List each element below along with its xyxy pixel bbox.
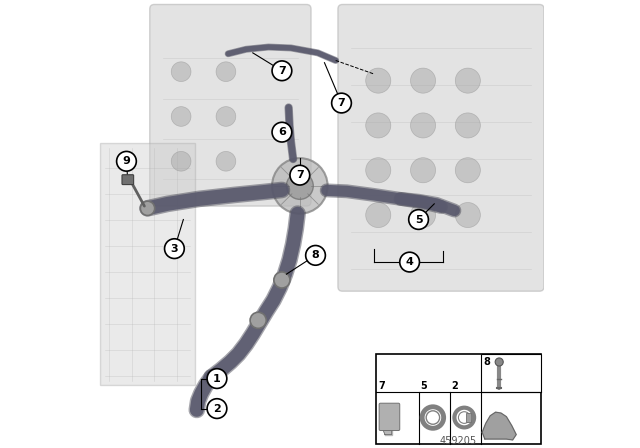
FancyBboxPatch shape xyxy=(100,143,195,385)
Circle shape xyxy=(400,252,419,272)
Circle shape xyxy=(409,210,428,229)
Text: 8: 8 xyxy=(312,250,319,260)
Text: 1: 1 xyxy=(213,374,221,383)
Circle shape xyxy=(172,151,191,171)
Circle shape xyxy=(290,165,310,185)
Circle shape xyxy=(116,151,136,171)
Circle shape xyxy=(332,93,351,113)
Text: 4: 4 xyxy=(406,257,413,267)
Circle shape xyxy=(272,122,292,142)
FancyBboxPatch shape xyxy=(150,4,311,206)
FancyBboxPatch shape xyxy=(338,4,544,291)
FancyBboxPatch shape xyxy=(466,413,471,422)
Circle shape xyxy=(140,201,155,215)
Circle shape xyxy=(274,272,290,288)
FancyBboxPatch shape xyxy=(122,175,134,185)
FancyBboxPatch shape xyxy=(379,403,400,431)
Circle shape xyxy=(455,68,481,93)
Circle shape xyxy=(455,113,481,138)
Text: 2: 2 xyxy=(213,404,221,414)
Text: 7: 7 xyxy=(338,98,346,108)
Circle shape xyxy=(365,158,391,183)
Circle shape xyxy=(410,68,436,93)
Circle shape xyxy=(455,202,481,228)
Circle shape xyxy=(306,246,325,265)
Circle shape xyxy=(410,202,436,228)
Circle shape xyxy=(272,61,292,81)
Text: 5: 5 xyxy=(415,215,422,224)
Circle shape xyxy=(164,239,184,258)
Text: 7: 7 xyxy=(296,170,304,180)
Circle shape xyxy=(172,62,191,82)
Text: 7: 7 xyxy=(378,381,385,391)
Circle shape xyxy=(172,107,191,126)
Circle shape xyxy=(216,62,236,82)
Circle shape xyxy=(495,358,503,366)
Text: 5: 5 xyxy=(420,381,427,391)
Polygon shape xyxy=(383,405,392,435)
Circle shape xyxy=(272,158,328,214)
FancyBboxPatch shape xyxy=(376,354,541,444)
Text: 2: 2 xyxy=(452,381,458,391)
FancyBboxPatch shape xyxy=(481,354,541,392)
Circle shape xyxy=(365,202,391,228)
Text: 9: 9 xyxy=(122,156,131,166)
Circle shape xyxy=(455,158,481,183)
Text: 7: 7 xyxy=(278,66,286,76)
Circle shape xyxy=(250,312,266,328)
Circle shape xyxy=(426,411,440,424)
Circle shape xyxy=(207,369,227,388)
Circle shape xyxy=(287,172,314,199)
Circle shape xyxy=(216,151,236,171)
Polygon shape xyxy=(482,412,516,440)
Circle shape xyxy=(458,412,470,423)
Circle shape xyxy=(216,107,236,126)
Text: 8: 8 xyxy=(483,357,490,366)
Circle shape xyxy=(410,113,436,138)
Text: 3: 3 xyxy=(171,244,178,254)
Circle shape xyxy=(207,399,227,418)
Text: 459205: 459205 xyxy=(440,436,477,446)
Text: 6: 6 xyxy=(278,127,286,137)
Circle shape xyxy=(365,113,391,138)
Circle shape xyxy=(365,68,391,93)
Circle shape xyxy=(410,158,436,183)
